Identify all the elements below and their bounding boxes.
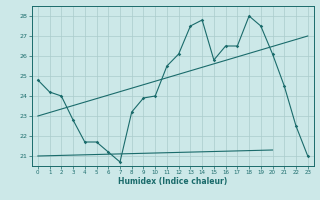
X-axis label: Humidex (Indice chaleur): Humidex (Indice chaleur): [118, 177, 228, 186]
